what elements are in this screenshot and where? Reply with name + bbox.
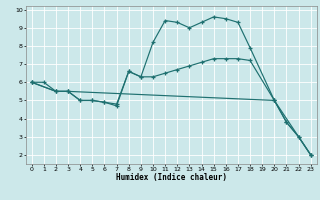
X-axis label: Humidex (Indice chaleur): Humidex (Indice chaleur) bbox=[116, 173, 227, 182]
